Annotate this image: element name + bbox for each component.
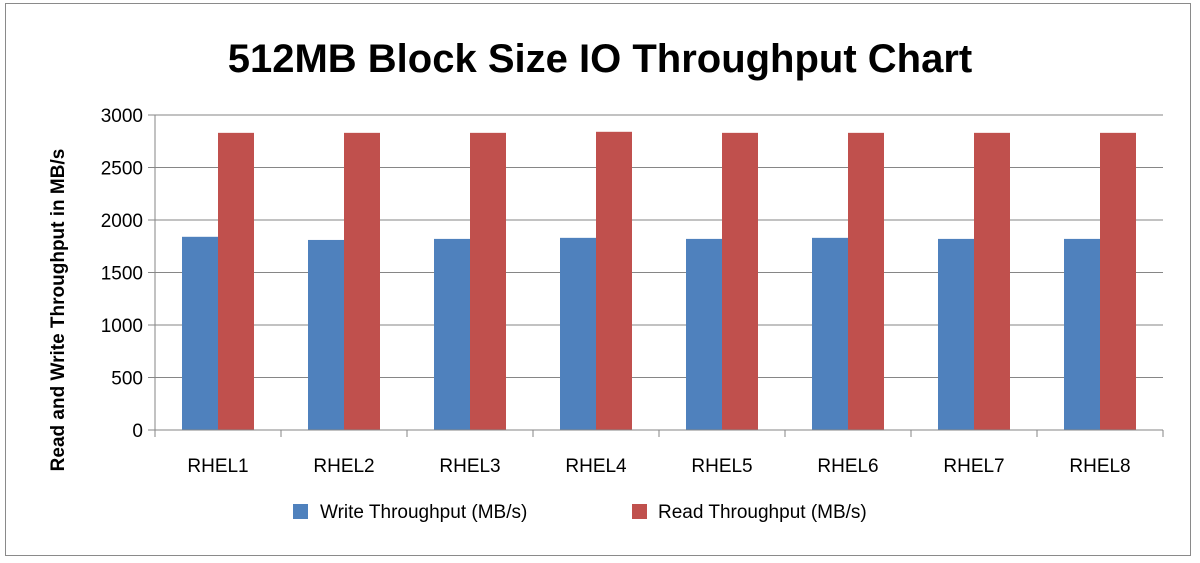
y-tick-label: 2500: [101, 159, 143, 180]
legend: Write Throughput (MB/s) Read Throughput (…: [293, 502, 867, 523]
bar-read-rhel1: [218, 132, 254, 430]
bar-write-rhel3: [434, 238, 470, 430]
y-tick-label: 1500: [101, 264, 143, 285]
bar-write-rhel2: [308, 239, 344, 430]
y-tick-label: 2000: [101, 211, 143, 232]
bar-read-rhel3: [470, 132, 506, 430]
bar-write-rhel4: [560, 237, 596, 430]
x-tick-label: RHEL8: [1069, 456, 1130, 477]
bar-write-rhel8: [1064, 238, 1100, 430]
axes: 0 500 1000 1500 2000 2500 3000 RHEL1 RHEL2 RHEL3 R…: [101, 106, 1164, 477]
bar-read-rhel8: [1100, 132, 1136, 430]
legend-label-read: Read Throughput (MB/s): [658, 502, 867, 523]
legend-swatch-write: [293, 504, 308, 519]
x-tick-label: RHEL7: [943, 456, 1004, 477]
bar-read-rhel2: [344, 132, 380, 430]
y-tick-label: 3000: [101, 106, 143, 127]
gridlines: [155, 114, 1163, 378]
x-tick-label: RHEL2: [313, 456, 374, 477]
bar-write-rhel6: [812, 237, 848, 430]
y-tick-label: 0: [132, 421, 143, 442]
x-tick-label: RHEL4: [565, 456, 627, 477]
y-tick-label: 1000: [101, 316, 143, 337]
legend-label-write: Write Throughput (MB/s): [320, 502, 527, 523]
bars: [182, 131, 1136, 431]
y-tick-label: 500: [111, 369, 143, 390]
chart-title: 512MB Block Size IO Throughput Chart: [228, 37, 973, 81]
x-tick-label: RHEL3: [439, 456, 500, 477]
bar-read-rhel7: [974, 132, 1010, 430]
legend-swatch-read: [632, 504, 647, 519]
bar-write-rhel1: [182, 236, 218, 430]
bar-write-rhel7: [938, 238, 974, 430]
bar-write-rhel5: [686, 238, 722, 430]
x-tick-label: RHEL6: [817, 456, 878, 477]
y-axis-label: Read and Write Throughput in MB/s: [48, 149, 69, 472]
x-tick-label: RHEL5: [691, 456, 752, 477]
x-tick-label: RHEL1: [187, 456, 248, 477]
bar-read-rhel6: [848, 132, 884, 430]
bar-read-rhel5: [722, 132, 758, 430]
bar-read-rhel4: [596, 131, 632, 431]
